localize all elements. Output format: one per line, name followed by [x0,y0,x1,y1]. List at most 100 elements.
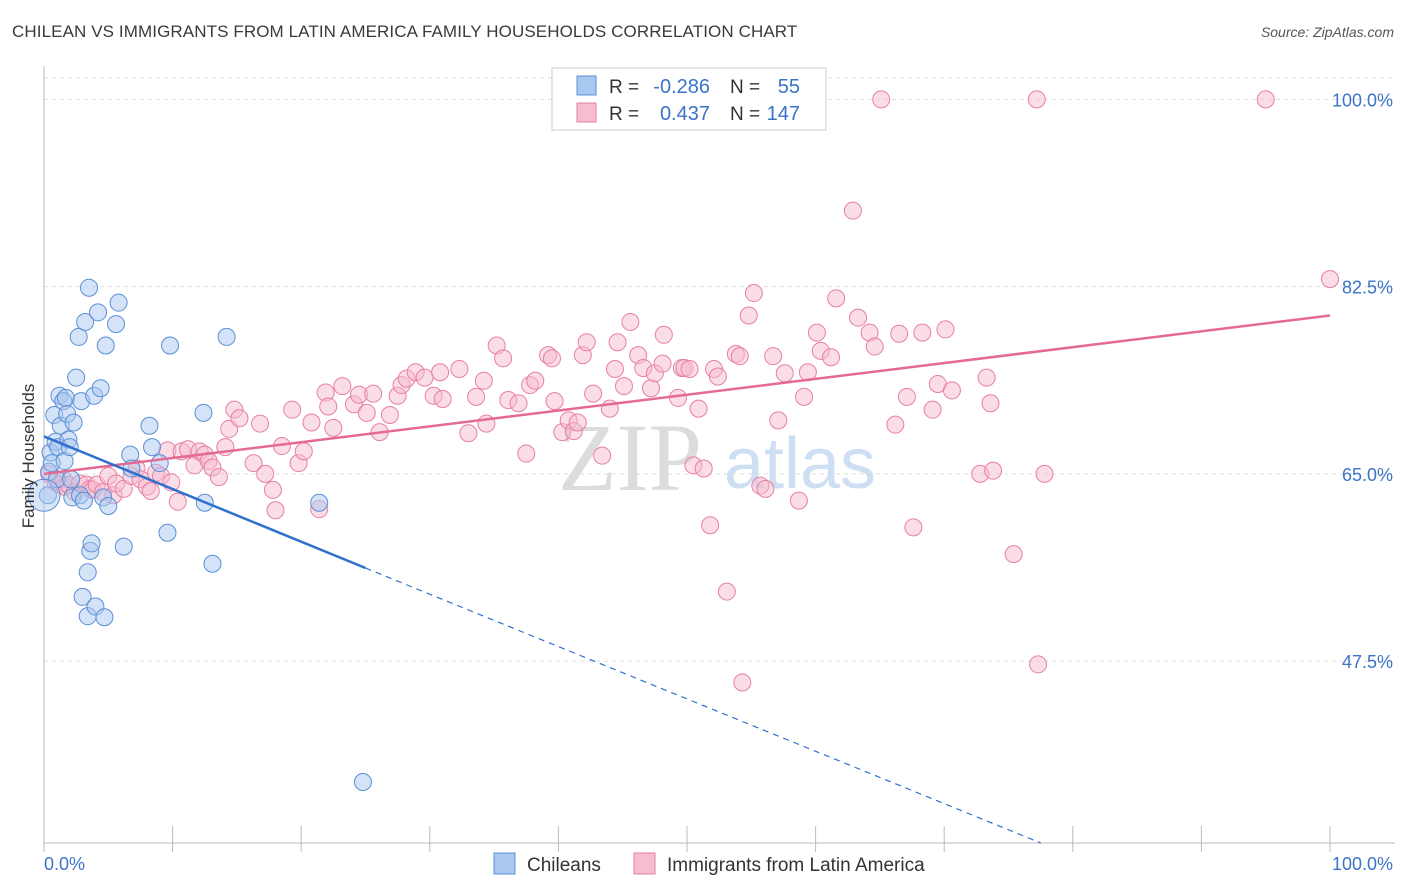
chileans-point [62,470,81,489]
chileans-point [353,773,372,792]
immigrants-point [984,461,1003,480]
chileans-point [67,368,86,387]
immigrants-point [897,387,916,406]
immigrants-point [509,394,528,413]
x-tick-labels: 0.0% 100.0% [44,854,1393,874]
immigrants-point [769,411,788,430]
legend-bottom-swatch-chileans [493,852,516,875]
legend-bottom-label-immigrants: Immigrants from Latin America [667,855,925,876]
immigrants-point [936,320,955,339]
immigrants-point [807,323,826,342]
immigrants-point [608,333,627,352]
chileans-point [73,587,92,606]
chileans-point [89,303,108,322]
immigrants-point [942,381,961,400]
immigrants-point [324,418,343,437]
immigrants-point [364,384,383,403]
legend-n-value-1: 55 [778,76,800,98]
immigrants-point [256,464,275,483]
trend-line-chileans [43,435,366,570]
chileans-point [91,379,110,398]
immigrants-point [904,518,923,537]
immigrants-point [450,360,469,379]
immigrants-point [827,289,846,308]
immigrants-point [913,323,932,342]
immigrants-point [380,406,399,425]
immigrants-point [923,400,942,419]
chileans-point [217,327,236,346]
chileans-point [310,493,329,512]
immigrants-point [739,306,758,325]
watermark-atlas: atlas [724,424,876,504]
immigrants-point [789,491,808,510]
watermark: ZIP atlas [558,404,876,511]
chileans-point [96,336,115,355]
immigrants-point [415,368,434,387]
legend-swatch-chileans [576,75,597,96]
legend-n-value-2: 147 [767,103,800,125]
chart-title: CHILEAN VS IMMIGRANTS FROM LATIN AMERICA… [12,22,798,41]
immigrants-point [733,673,752,692]
immigrants-point [168,492,187,511]
immigrants-point [294,442,313,461]
immigrants-point [701,516,720,535]
immigrants-point [775,364,794,383]
immigrants-point [593,446,612,465]
immigrants-point [764,347,783,366]
chileans-point [114,537,133,556]
chileans-point [56,388,75,407]
legend-swatch-immigrants [576,102,597,123]
x-tick-label: 100.0% [1332,854,1393,874]
trend-line-chileans-extension [365,567,1042,844]
immigrants-point [689,399,708,418]
immigrants-point [849,308,868,327]
immigrants-point [654,325,673,344]
immigrants-point [431,363,450,382]
immigrants-point [1256,90,1275,109]
immigrants-point [614,377,633,396]
immigrants-point [708,367,727,386]
legend-stats: R = -0.286 N = 55 R = 0.437 N = 147 [551,67,827,131]
immigrants-point [977,368,996,387]
legend-r-label-2: R = [609,104,639,125]
immigrants-point [584,384,603,403]
immigrants-point [141,481,160,500]
trend-lines [43,314,1331,844]
immigrants-point [822,348,841,367]
immigrants-point [605,360,624,379]
legend-n-label-2: N = [730,104,760,125]
y-tick-label: 82.5% [1342,278,1393,298]
legend-r-value-1: -0.286 [653,76,710,98]
immigrants-point [209,468,228,487]
chileans-point [80,278,99,297]
immigrants-point [251,414,270,433]
y-axis-label: Family Households [19,384,38,529]
chileans-point [203,554,222,573]
immigrants-point [795,387,814,406]
y-tick-label: 100.0% [1332,90,1393,110]
immigrants-point [1321,270,1339,289]
legend-stats-box [551,67,827,131]
immigrants-point [865,337,884,356]
immigrants-point [717,582,736,601]
chileans-point [95,608,114,627]
immigrants-point [244,454,263,473]
immigrants-point [668,388,687,407]
immigrants-point [730,347,749,366]
chileans-point [78,563,97,582]
immigrants-point [1027,90,1046,109]
chileans-point [99,496,118,515]
immigrants-point [230,409,249,428]
chileans-point [150,454,169,473]
trend-line-immigrants [43,314,1331,476]
immigrants-point [1004,545,1023,564]
immigrants-point [694,459,713,478]
immigrants-point [843,201,862,220]
immigrants-point [266,501,285,520]
immigrants-point [474,371,493,390]
immigrants-point [890,324,909,343]
immigrants-point [1035,464,1054,483]
chileans-point [161,336,180,355]
chileans-point [140,416,159,435]
